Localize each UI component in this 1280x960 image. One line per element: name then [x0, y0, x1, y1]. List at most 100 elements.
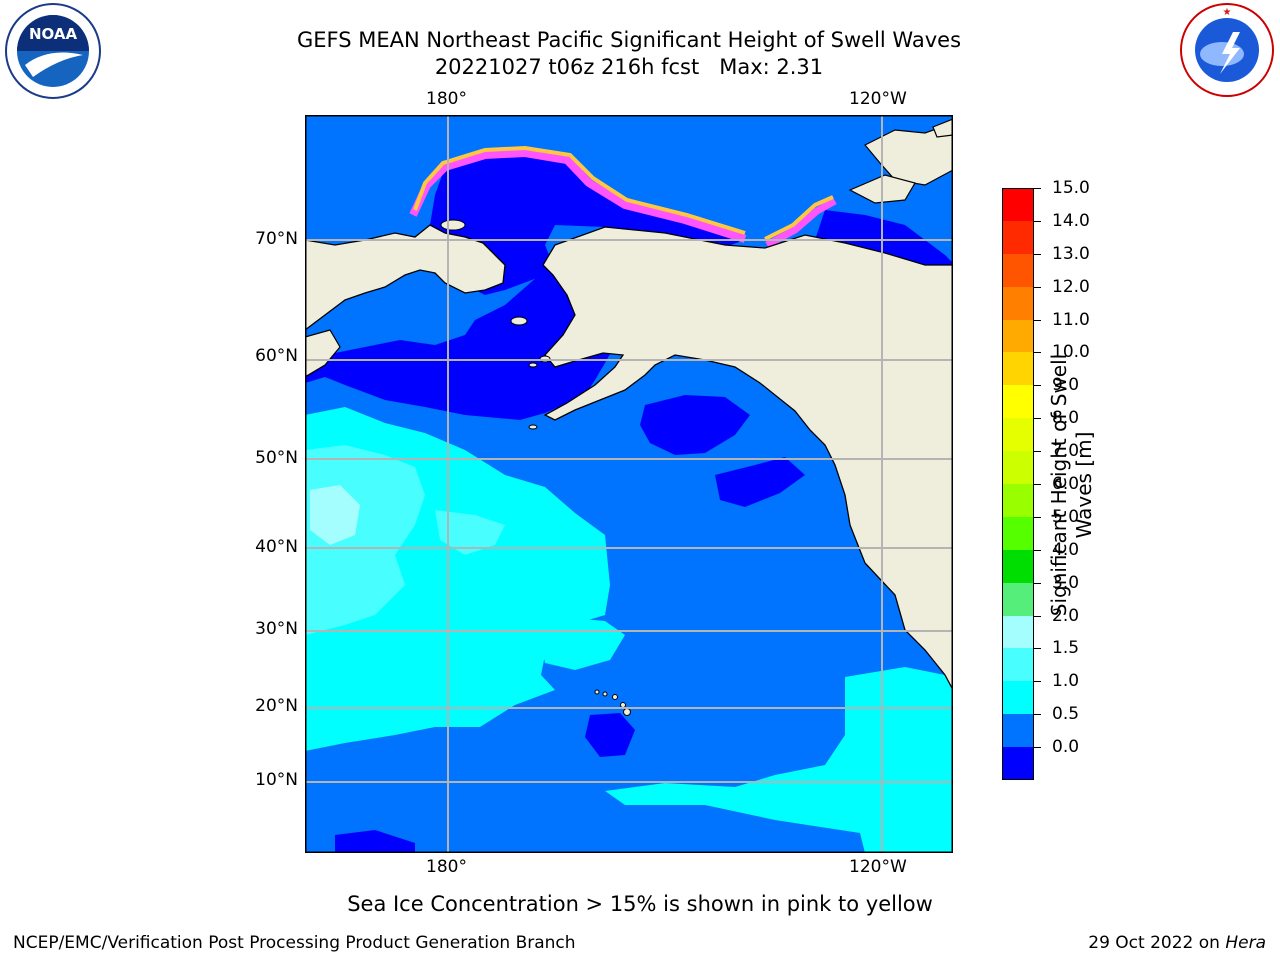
colorbar-tick-mark — [1034, 319, 1041, 321]
land-north-america — [542, 226, 953, 691]
graticule — [305, 115, 953, 853]
machine-name: Hera — [1225, 933, 1266, 953]
colorbar-segment — [1002, 549, 1034, 584]
colorbar-tick-label: 5.0 — [1052, 506, 1080, 527]
colorbar-tick-label: 8.0 — [1052, 408, 1080, 429]
land-siberia — [305, 224, 506, 331]
colorbar-segment — [1002, 681, 1034, 715]
colorbar-tick-mark — [1034, 188, 1041, 189]
sea-ice-rim-chukchi-outer — [413, 145, 746, 235]
sea-ice-note: Sea Ice Concentration > 15% is shown in … — [347, 892, 933, 916]
colorbar-tick-mark — [1034, 648, 1041, 650]
colorbar-tick-mark — [1034, 747, 1041, 749]
colorbar-segment — [1002, 220, 1034, 255]
lat-label-30n: 30°N — [255, 619, 298, 639]
colorbar-tick-label: 9.0 — [1052, 375, 1080, 396]
lon-label-top-120w: 120°W — [849, 89, 907, 109]
colorbar-tick-mark — [1034, 549, 1041, 551]
map-svg — [305, 115, 953, 853]
colorbar-segment — [1002, 385, 1034, 419]
colorbar-tick-label: 10.0 — [1052, 342, 1090, 363]
sea-ice-rim-beaufort — [765, 197, 837, 249]
lat-label-60n: 60°N — [255, 346, 298, 366]
lat-label-40n: 40°N — [255, 537, 298, 557]
ocean-band-0-0.5-arctic — [425, 155, 745, 295]
colorbar-segment — [1002, 286, 1034, 321]
colorbar-tick-label: 7.0 — [1052, 441, 1080, 462]
noaa-logo-text: NOAA — [29, 25, 78, 43]
swell-height-map — [305, 115, 953, 853]
noaa-logo: NOAA — [3, 3, 103, 99]
colorbar-tick-mark — [1034, 582, 1041, 584]
colorbar-segment — [1002, 747, 1034, 781]
lon-label-bottom-180: 180° — [426, 857, 467, 877]
colorbar-tick-label: 0.5 — [1052, 704, 1080, 725]
credit-text: NCEP/EMC/Verification Post Processing Pr… — [13, 933, 576, 953]
lat-label-50n: 50°N — [255, 448, 298, 468]
colorbar-tick-label: 0.0 — [1052, 737, 1080, 758]
colorbar-tick-label: 6.0 — [1052, 474, 1080, 494]
colorbar-segment — [1002, 516, 1034, 551]
colorbar-segment — [1002, 418, 1034, 452]
ocean-band-0-0.5-gulf — [640, 395, 750, 455]
ocean-band-0-0.5-hawaii — [585, 713, 635, 757]
colorbar-segment — [1002, 615, 1034, 649]
colorbar — [1002, 188, 1034, 781]
colorbar-tick-label: 12.0 — [1052, 276, 1090, 297]
colorbar-tick-label: 13.0 — [1052, 243, 1090, 264]
colorbar-segment — [1002, 319, 1034, 353]
sea-ice-rim-chukchi — [409, 148, 747, 243]
lon-label-bottom-120w: 120°W — [849, 857, 907, 877]
colorbar-tick-mark — [1034, 286, 1041, 288]
colorbar-tick-mark — [1034, 681, 1041, 683]
colorbar-tick-label: 3.0 — [1052, 572, 1080, 593]
colorbar-tick-label: 15.0 — [1052, 178, 1090, 198]
colorbar-tick-mark — [1034, 385, 1041, 387]
colorbar-tick-mark — [1034, 516, 1041, 518]
colorbar-segment — [1002, 188, 1034, 222]
land-arctic-islands — [864, 122, 953, 186]
colorbar-tick-mark — [1034, 352, 1041, 354]
colorbar-segment — [1002, 253, 1034, 288]
colorbar-segment — [1002, 451, 1034, 485]
land-arctic-island-3 — [932, 118, 953, 138]
colorbar-outline — [1002, 188, 1034, 780]
run-date-text: 29 Oct 2022 on — [1088, 933, 1226, 953]
colorbar-segment — [1002, 714, 1034, 748]
chart-title-line1: GEFS MEAN Northeast Pacific Significant … — [296, 28, 962, 52]
colorbar-label: Significant Height of Swell Waves [m] — [1047, 353, 1096, 617]
colorbar-tick-mark — [1034, 714, 1041, 716]
chart-title-line2: 20221027 t06z 216h fcst Max: 2.31 — [434, 55, 824, 79]
ocean-band-1.5-2.0-patch — [435, 510, 505, 555]
run-date: 29 Oct 2022 on Hera — [1088, 933, 1266, 953]
ocean-band-1.0-1.5-hawaii — [535, 615, 625, 670]
lat-label-10n: 10°N — [255, 770, 298, 790]
ocean-band-0-0.5-south — [335, 830, 415, 853]
nws-logo: ★ — [1178, 2, 1276, 98]
colorbar-segment — [1002, 582, 1034, 617]
ocean-band-2.0-3.0-patch — [310, 485, 360, 545]
colorbar-segment — [1002, 648, 1034, 682]
lat-label-20n: 20°N — [255, 696, 298, 716]
colorbar-tick-mark — [1034, 484, 1041, 485]
sea-ice-rim-beaufort-outer — [764, 195, 834, 241]
colorbar-tick-mark — [1034, 253, 1041, 255]
colorbar-tick-label: 11.0 — [1052, 309, 1090, 330]
colorbar-tick-mark — [1034, 418, 1041, 420]
colorbar-tick-label: 1.0 — [1052, 671, 1080, 692]
colorbar-tick-mark — [1034, 615, 1041, 617]
colorbar-tick-label: 4.0 — [1052, 539, 1080, 560]
land-kamchatka — [305, 329, 341, 378]
ocean-band-0-0.5-north — [305, 270, 630, 420]
ocean-band-0-0.5-bc — [715, 457, 805, 507]
colorbar-segment — [1002, 484, 1034, 518]
colorbar-tick-mark — [1034, 220, 1041, 222]
map-border — [305, 115, 953, 853]
ocean-band-1.0-1.5-southeast — [605, 667, 953, 853]
lon-label-top-180: 180° — [426, 89, 467, 109]
colorbar-tick-label: 2.0 — [1052, 605, 1080, 626]
colorbar-segment — [1002, 352, 1034, 386]
colorbar-tick-label: 14.0 — [1052, 210, 1090, 231]
svg-text:★: ★ — [1223, 7, 1232, 18]
lat-label-70n: 70°N — [255, 229, 298, 249]
